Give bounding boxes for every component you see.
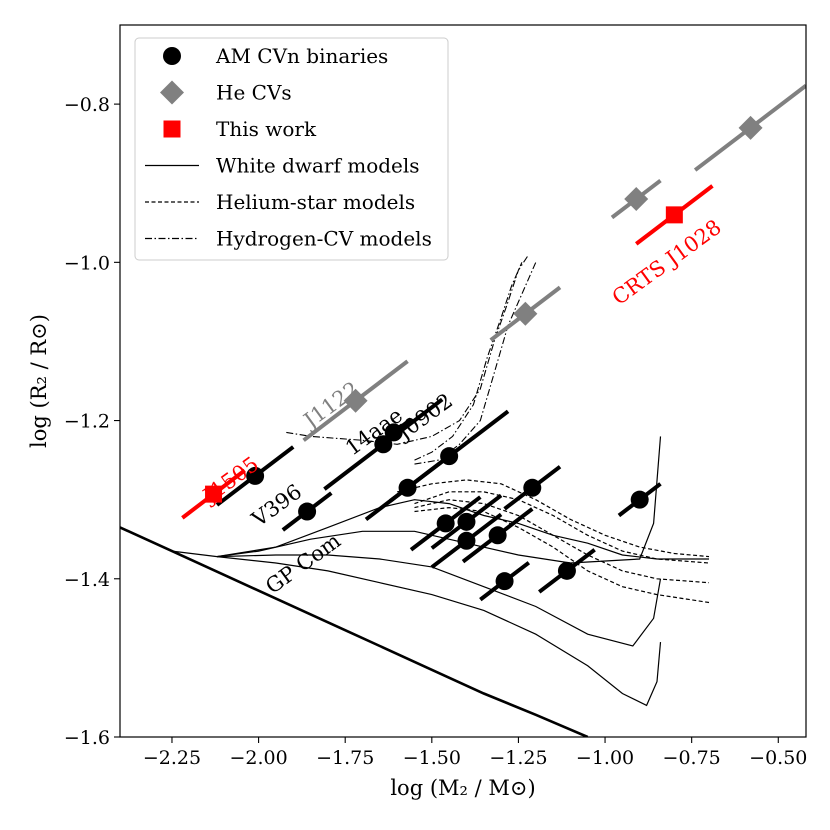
plot-frame xyxy=(119,24,807,738)
am-cvn-point xyxy=(457,512,476,531)
data-markers xyxy=(205,115,763,591)
legend-label: AM CVn binaries xyxy=(215,44,388,68)
am-cvn-point xyxy=(488,526,507,545)
x-tick-label: −2.00 xyxy=(229,747,287,769)
legend-label: Helium-star models xyxy=(216,190,415,214)
helium-star-model-curve xyxy=(414,506,710,604)
object-label: GP Com xyxy=(261,529,345,599)
am-cvn-point xyxy=(630,490,649,509)
am-cvn-point xyxy=(436,514,455,533)
axes xyxy=(119,24,807,738)
x-ticks: −2.25 −2.00 −1.75 −1.50 −1.25 −1.00 −0.75 −0.50 xyxy=(143,737,807,769)
x-tick-label: −0.75 xyxy=(663,747,721,769)
legend-box xyxy=(134,37,449,261)
hydrogen-cv-model-curve xyxy=(414,262,537,465)
helium-star-model-curve xyxy=(414,491,710,564)
hydrogen-cv-model-curve xyxy=(414,262,523,461)
am-cvn-point xyxy=(374,435,393,454)
x-tick-label: −1.50 xyxy=(403,747,461,769)
legend-square-marker xyxy=(163,120,181,138)
legend-circle-marker xyxy=(163,47,181,65)
white-dwarf-model-curve xyxy=(216,554,662,647)
y-ticks: −1.6 −1.4 −1.2 −1.0 −0.8 xyxy=(64,94,120,749)
white-dwarf-model-curve xyxy=(120,526,589,737)
he-cv-point xyxy=(343,388,368,413)
helium-star-model-curve xyxy=(414,499,710,584)
white-dwarf-model-curve xyxy=(171,436,662,564)
y-tick-label: −1.0 xyxy=(64,252,110,274)
legend: AM CVn binaries He CVs This work White dwar… xyxy=(134,37,449,261)
he-cv-point xyxy=(624,187,649,212)
am-cvn-point xyxy=(246,466,265,485)
am-cvn-point xyxy=(298,502,317,521)
am-cvn-point xyxy=(398,478,417,497)
he-cv-point xyxy=(738,115,763,140)
am-cvn-point xyxy=(440,447,459,466)
x-tick-label: −1.25 xyxy=(489,747,547,769)
x-axis-label: log (M₂ / M⊙) xyxy=(390,776,535,800)
he-cv-point xyxy=(513,301,538,326)
helium-star-model-curve xyxy=(397,479,710,558)
y-tick-label: −1.2 xyxy=(64,411,110,433)
legend-label: Hydrogen-CV models xyxy=(216,227,432,251)
am-cvn-point xyxy=(457,531,476,550)
legend-diamond-marker xyxy=(160,80,184,105)
object-label: V396 xyxy=(247,480,307,532)
x-tick-label: −0.50 xyxy=(749,747,807,769)
x-tick-label: −1.75 xyxy=(316,747,374,769)
legend-label: White dwarf models xyxy=(216,154,420,178)
legend-label: He CVs xyxy=(216,81,292,105)
white-dwarf-model-curve xyxy=(216,556,662,707)
object-label: CRTS J1028 xyxy=(608,215,726,310)
hydrogen-cv-model-curve xyxy=(286,254,530,445)
am-cvn-point xyxy=(495,572,514,591)
am-cvn-point xyxy=(557,561,576,580)
this-work-point xyxy=(665,206,683,224)
y-tick-label: −1.4 xyxy=(64,569,110,591)
white-dwarf-model-curve xyxy=(216,499,709,560)
y-tick-label: −0.8 xyxy=(64,94,110,116)
model-curves xyxy=(120,254,710,737)
x-tick-label: −2.25 xyxy=(143,747,201,769)
legend-label: This work xyxy=(216,117,317,141)
am-cvn-point xyxy=(523,478,542,497)
this-work-point xyxy=(205,485,223,503)
x-tick-label: −1.00 xyxy=(576,747,634,769)
am-cvn-point xyxy=(384,423,403,442)
y-tick-label: −1.6 xyxy=(64,727,110,749)
y-axis-label: log (R₂ / R⊙) xyxy=(27,314,51,448)
